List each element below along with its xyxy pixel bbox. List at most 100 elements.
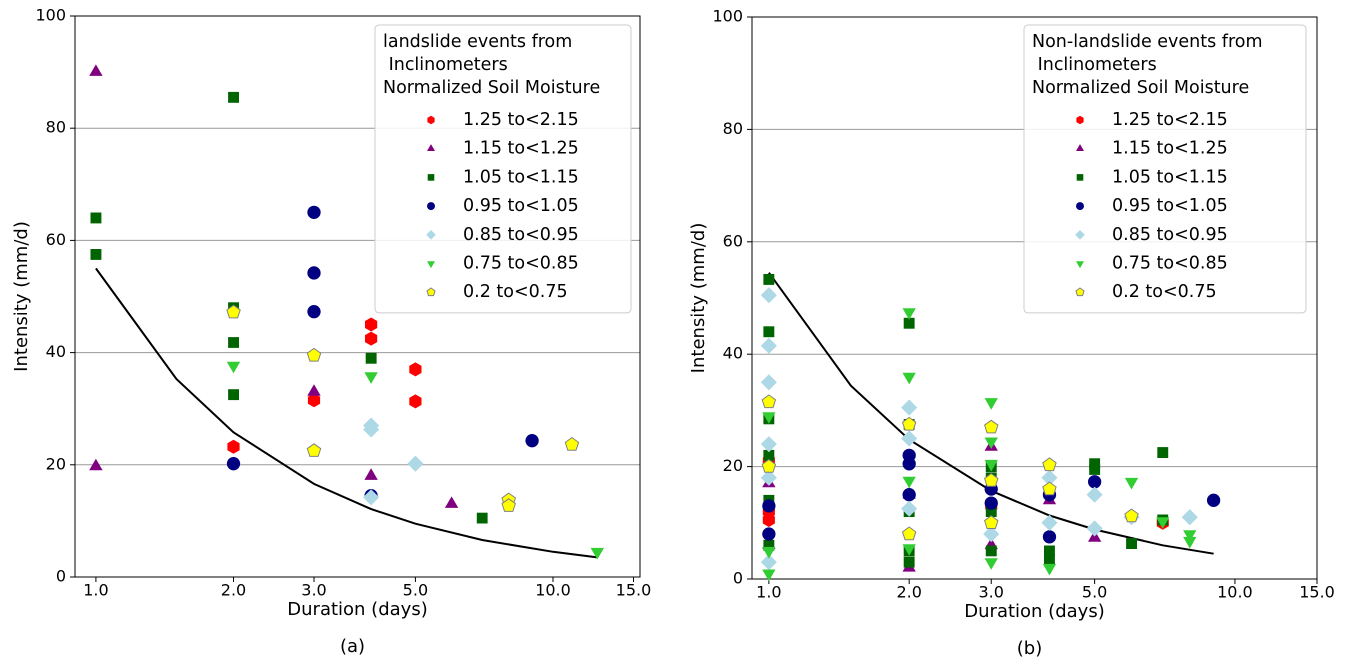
marker <box>760 436 777 453</box>
marker <box>307 393 321 408</box>
marker <box>1126 538 1137 549</box>
legend-label: 0.75 to<0.85 <box>1112 254 1228 274</box>
legend-marker <box>426 287 436 297</box>
legend-title: Normalized Soil Moisture <box>383 78 600 98</box>
y-tick-label: 80 <box>46 118 66 137</box>
marker <box>763 326 775 338</box>
marker <box>984 459 998 472</box>
legend-marker <box>1076 202 1084 211</box>
x-tick-label: 3.0 <box>301 581 326 600</box>
x-tick-label: 10.0 <box>1217 583 1253 602</box>
legend-label: 1.15 to<1.25 <box>1112 139 1228 159</box>
marker <box>984 472 999 487</box>
marker <box>1086 486 1103 503</box>
x-tick-label: 10.0 <box>535 581 571 600</box>
marker <box>590 547 604 560</box>
legend-marker <box>427 144 435 151</box>
marker <box>760 287 777 304</box>
marker <box>902 488 916 502</box>
marker <box>89 64 103 76</box>
marker <box>983 526 1000 543</box>
y-tick-label: 0 <box>733 569 743 588</box>
legend-marker <box>426 230 436 240</box>
marker <box>90 249 102 260</box>
y-tick-label: 20 <box>723 456 743 475</box>
marker <box>762 513 775 527</box>
marker <box>476 512 488 524</box>
legend-label: 1.15 to<1.25 <box>463 139 579 159</box>
marker <box>1042 563 1057 576</box>
marker <box>1042 457 1057 472</box>
x-tick-label: 1.0 <box>756 583 781 602</box>
x-tick-label: 2.0 <box>896 583 921 602</box>
marker <box>444 496 459 508</box>
caption: (b) <box>1017 638 1042 659</box>
x-tick-label: 2.0 <box>221 581 246 600</box>
marker <box>1041 514 1058 531</box>
marker <box>409 394 422 409</box>
marker <box>762 569 776 582</box>
marker <box>409 362 422 377</box>
marker <box>407 455 424 472</box>
marker <box>760 337 777 354</box>
legend-label: 0.85 to<0.95 <box>1112 225 1228 245</box>
marker <box>984 515 999 529</box>
marker <box>901 500 918 517</box>
marker <box>902 544 916 556</box>
y-tick-label: 100 <box>712 7 743 26</box>
legend-title: Normalized Soil Moisture <box>1032 78 1249 98</box>
legend-title: Inclinometers <box>383 55 508 75</box>
marker <box>1181 509 1198 526</box>
fit-curve <box>95 267 598 559</box>
marker <box>761 394 777 409</box>
marker <box>227 439 240 454</box>
marker <box>226 457 241 471</box>
caption: (a) <box>340 636 365 657</box>
marker <box>1044 545 1055 557</box>
legend-marker <box>1076 144 1084 151</box>
marker <box>902 476 916 489</box>
marker <box>363 421 380 438</box>
marker <box>365 331 378 346</box>
y-axis-label: Intensity (mm/d) <box>688 223 709 374</box>
marker <box>564 436 580 451</box>
y-axis-label: Intensity (mm/d) <box>11 221 32 372</box>
marker <box>1124 477 1139 490</box>
legend-label: 1.25 to<2.15 <box>1112 110 1228 130</box>
marker <box>984 437 998 449</box>
marker <box>760 374 777 391</box>
legend-marker <box>1075 287 1085 297</box>
marker <box>901 526 917 541</box>
legend-marker <box>1076 174 1084 181</box>
marker <box>1041 469 1058 486</box>
marker <box>984 496 998 510</box>
marker <box>760 554 777 571</box>
marker <box>306 347 322 362</box>
x-tick-label: 15.0 <box>1299 583 1335 602</box>
x-axis-label: Duration (days) <box>964 601 1104 622</box>
marker <box>228 91 239 103</box>
fit-curve <box>768 272 1214 555</box>
marker <box>307 304 321 319</box>
legend-title: Inclinometers <box>1032 55 1157 75</box>
marker <box>1044 553 1055 565</box>
y-tick-label: 0 <box>56 567 66 586</box>
marker <box>1124 508 1139 523</box>
legend-marker <box>1076 261 1084 269</box>
legend-marker <box>1075 230 1085 240</box>
marker <box>902 308 916 320</box>
marker <box>901 430 918 447</box>
legend-marker <box>1076 115 1084 125</box>
marker <box>228 389 239 401</box>
marker <box>762 547 776 559</box>
marker <box>1089 464 1101 475</box>
marker <box>1042 530 1057 544</box>
x-tick-label: 5.0 <box>1082 583 1107 602</box>
marker <box>761 458 777 473</box>
marker <box>1206 493 1221 507</box>
subplot: 0 20 40 60 80 100 1.0 2.0 3.0 5.0 10.0 15.0 Duration… <box>688 7 1335 660</box>
axes-frame <box>74 15 641 578</box>
y-tick-label: 100 <box>35 6 66 25</box>
marker <box>762 412 776 424</box>
legend-title: landslide events from <box>383 32 572 52</box>
